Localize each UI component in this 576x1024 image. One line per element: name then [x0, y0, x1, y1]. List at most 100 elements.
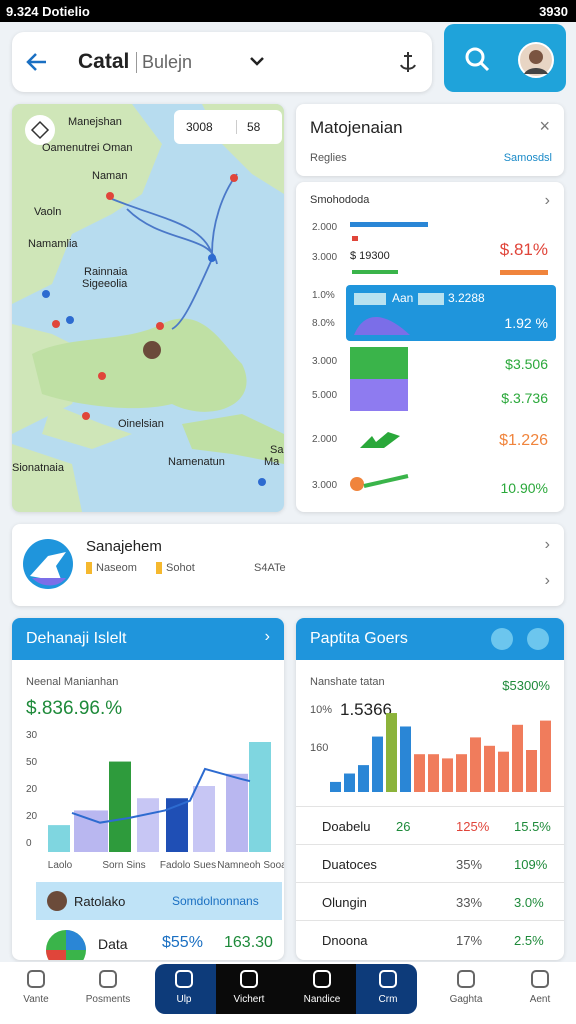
dropdown-icon[interactable]: [248, 52, 266, 70]
table-cell: 33%: [456, 895, 483, 910]
map-label: Oamenutrei Oman: [42, 142, 133, 154]
nav-icon: [379, 970, 397, 988]
nav-icon: [240, 970, 258, 988]
axis-label: 5.000: [312, 390, 338, 401]
table-cell: 26: [396, 819, 411, 834]
place-logo: [23, 539, 73, 589]
stat-value: 10.90%: [500, 480, 548, 496]
axis-label: 8.0%: [312, 318, 335, 329]
footer-value: $55%: [162, 934, 203, 951]
bar: [249, 742, 271, 852]
nav-item[interactable]: Ulp: [154, 968, 214, 1016]
detail-left: Reglies: [310, 152, 347, 164]
map-label: Namenatun: [168, 456, 225, 468]
bar: [400, 726, 411, 792]
panel-value: $5300%: [502, 678, 550, 693]
status-bar: 9.324 Dotielio 3930: [0, 0, 576, 22]
place-tag: Sohot: [156, 562, 195, 574]
place-title: Sanajehem: [86, 538, 162, 555]
map-control[interactable]: 58: [236, 120, 260, 134]
right-panel: Paptita Goers Nanshate tatan $5300% 10% …: [296, 618, 564, 960]
nav-item[interactable]: Aent: [510, 968, 570, 1016]
map-label: Ma: [264, 456, 280, 468]
table-cell: Duatoces: [322, 857, 377, 872]
search-title: Catal: [78, 50, 130, 73]
detail-card[interactable]: Matojenaian × Reglies Samosdsl: [296, 104, 564, 176]
nav-item[interactable]: Vichert: [219, 968, 279, 1016]
chevron[interactable]: ›: [544, 572, 550, 589]
highlight-label: Aan: [392, 291, 414, 305]
close-icon[interactable]: ×: [539, 116, 550, 136]
left-panel: Dehanaji Islelt › Neenal Manianhan $.836…: [12, 618, 284, 960]
chevron[interactable]: ›: [544, 536, 550, 553]
nav-item[interactable]: Vante: [6, 968, 66, 1016]
footer-value: 163.30: [224, 934, 273, 951]
map-label: Sigeeolia: [82, 278, 128, 290]
x-axis-label: Laolo: [48, 860, 73, 871]
nav-label: Vichert: [233, 994, 265, 1005]
chevron[interactable]: ›: [544, 192, 550, 209]
detail-link[interactable]: Samosdsl: [503, 152, 552, 164]
chevron[interactable]: ›: [264, 628, 270, 645]
nav-item[interactable]: Posments: [78, 968, 138, 1016]
highlight-row[interactable]: Aan 3.2288: [346, 285, 556, 341]
avatar[interactable]: [518, 42, 554, 78]
table-row: Doabelu 26 125% 15.5%: [296, 806, 564, 844]
nav-icon: [313, 970, 331, 988]
axis-label: 3.000: [312, 252, 338, 263]
nav-label: Crm: [378, 994, 398, 1005]
strip[interactable]: Ratolako Somdolnonnans: [36, 882, 282, 920]
map-label: Rainnaia: [84, 266, 128, 278]
strip-action[interactable]: Somdolnonnans: [172, 894, 259, 908]
nav-icon: [27, 970, 45, 988]
map-label: Manejshan: [68, 116, 122, 128]
bar-chart: [330, 713, 551, 792]
bar: [166, 798, 188, 852]
place-location: S4ATe: [254, 562, 286, 574]
anchor-icon[interactable]: [396, 48, 420, 76]
table-cell: Dnoona: [322, 933, 368, 948]
bar: [358, 765, 369, 792]
search-icon[interactable]: [464, 46, 490, 72]
back-icon[interactable]: [24, 50, 50, 74]
bar: [109, 761, 131, 852]
y-axis-label: 50: [26, 757, 38, 768]
panel-title: Dehanaji Islelt: [26, 630, 127, 647]
bar: [330, 781, 341, 792]
table-cell: 3.0%: [514, 895, 544, 910]
bottom-nav: Vante Posments Ulp Vichert Nandice Crm Gaghta A…: [0, 962, 576, 1024]
bar: [428, 754, 439, 792]
map-control[interactable]: 3008: [186, 120, 213, 134]
search-bar[interactable]: Catal Bulejn: [12, 32, 432, 92]
panel-subtitle: Neenal Manianhan: [26, 676, 119, 688]
stat-value: 1.92 %: [504, 315, 548, 331]
bar: [526, 750, 537, 792]
x-axis-label: Fadolo Sues: [160, 860, 216, 871]
table-row: Olungin 33% 3.0%: [296, 882, 564, 920]
nav-item[interactable]: Crm: [358, 968, 418, 1016]
table-cell: Olungin: [322, 895, 367, 910]
stat-value: $.3.736: [501, 390, 548, 406]
panel-header[interactable]: Paptita Goers: [296, 618, 564, 660]
nav-icon: [457, 970, 475, 988]
nav-item[interactable]: Gaghta: [436, 968, 496, 1016]
map-controls[interactable]: 3008 58: [174, 110, 282, 144]
search-input[interactable]: Bulejn: [136, 52, 192, 73]
status-battery: 3930: [539, 4, 568, 19]
table-row: Dnoona 17% 2.5%: [296, 920, 564, 958]
panel-subtitle: Nanshate tatan: [310, 676, 385, 688]
bar: [193, 786, 215, 852]
y-axis-label: 20: [26, 811, 38, 822]
row-label: $ 19300: [350, 250, 390, 262]
y-axis-label: 0: [26, 838, 32, 849]
map[interactable]: 3008 58 Manejshan Oamenutrei Oman Naman …: [12, 104, 284, 512]
axis-label: 10%: [310, 704, 333, 716]
axis-label: 2.000: [312, 434, 338, 445]
place-card[interactable]: Sanajehem Naseom Sohot S4ATe › ›: [12, 524, 564, 606]
bar: [226, 773, 248, 852]
y-axis-label: 30: [26, 730, 38, 741]
bar: [498, 751, 509, 792]
panel-header[interactable]: Dehanaji Islelt ›: [12, 618, 284, 660]
action-panel: [444, 24, 566, 92]
nav-item[interactable]: Nandice: [292, 968, 352, 1016]
